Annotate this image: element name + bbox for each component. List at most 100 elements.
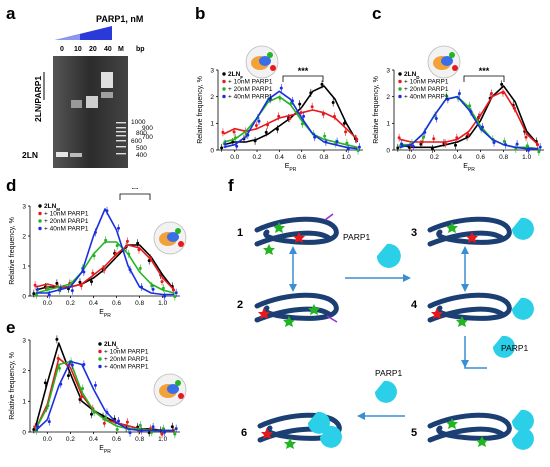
chart-e: 0 1 2 3 0.0 0.2 0.4 0.6 0.8 1.0 EPR Relative freque… [9,335,187,455]
data-point-red [513,106,517,110]
x-tick-label: 0.2 [253,154,262,161]
data-point-blue [105,209,109,213]
data-point-green [356,149,360,153]
legend-marker-red [98,349,102,354]
x-tick-label: 1.0 [158,300,167,307]
y-tick-label: 1 [210,121,214,128]
data-point-black [55,281,59,285]
data-point-red [277,114,281,118]
data-point-red [79,284,83,288]
gel-band-complex-20 [86,96,98,108]
arrow-5-6-head [357,412,365,420]
data-point-blue [335,139,339,143]
data-point-blue [47,420,51,424]
data-point-green [537,150,541,154]
nucleosome-icon [245,45,279,79]
x-tick-label: 0.6 [297,154,306,161]
data-point-blue [59,382,63,386]
y-tick-label: 0 [386,147,390,154]
x-tick-label: 0.4 [275,154,284,161]
series-line-black [399,85,539,149]
data-point-black [55,337,59,341]
data-point-green [323,134,327,138]
data-point-blue [93,230,97,234]
x-axis-label-sub: PR [289,167,296,173]
legend-label-sub: L [116,345,119,350]
legend-marker-black [398,72,402,76]
data-point-black [298,102,302,106]
legend-label-green: + 20nM PARP1 [44,218,89,225]
state-5-label: 5 [411,427,417,439]
data-point-blue [140,285,144,289]
data-point-red [420,140,424,144]
state-2 [257,295,337,327]
data-point-blue [434,117,438,121]
data-point-black [309,91,313,95]
gel-gradient-wedge [55,26,112,40]
legend-label-red: + 10nM PARP1 [104,349,149,356]
x-axis-label: EPR [99,445,111,455]
state-4 [430,295,534,327]
legend-label-sub: D [416,75,420,80]
x-axis-label: EPR [463,163,475,173]
data-point-black [253,139,257,143]
data-point-black [147,431,151,435]
data-point-black [430,147,434,151]
data-point-blue [235,144,239,148]
data-point-green [115,428,119,432]
data-point-red [344,130,348,134]
legend-marker-red [38,211,42,216]
data-point-green [34,293,38,297]
data-point-blue [163,430,167,434]
gel-gradient-light [55,34,80,40]
y-tick-label: 2 [22,233,26,240]
x-axis-label: EPR [285,163,297,173]
legend-marker-black [98,342,102,346]
donor-star [175,380,181,386]
series-line-green [35,241,175,294]
data-point-red [321,112,325,116]
data-point-black [320,82,324,86]
x-tick-label: 0.2 [66,300,75,307]
parp1-free-3 [375,380,397,403]
data-point-green [127,252,131,256]
legend-marker-red [222,79,226,84]
data-point-blue [346,147,350,151]
data-point-blue [302,114,306,118]
x-tick-label: 0.8 [135,300,144,307]
data-point-blue [128,268,132,272]
legend-marker-blue [98,364,102,369]
data-point-black [331,101,335,105]
data-point-red [524,135,528,139]
x-axis-label-sub: PR [104,449,111,455]
data-point-blue [268,97,272,101]
x-tick-label: 0.2 [430,154,439,161]
data-point-blue [105,410,109,414]
data-point-red [310,105,314,109]
data-point-black [136,241,140,245]
marker-700: 700 [142,134,153,141]
legend-marker-black [222,72,226,76]
data-point-blue [47,293,51,297]
data-point-blue [290,99,294,103]
data-point-blue [246,133,250,137]
x-axis-label: EPR [99,309,111,319]
data-point-green [104,238,108,242]
gel-marker-ladder [116,122,126,155]
data-point-blue [151,287,155,291]
data-point-red [299,111,303,115]
legend-label-blue: + 40nM PARP1 [228,94,273,101]
chart-b: 0 1 2 3 0.0 0.2 0.4 0.6 0.8 1.0 EPR Relative freque… [197,45,363,173]
data-point-blue [411,144,415,148]
data-point-black [264,130,268,134]
data-point-red [33,283,37,287]
legend-marker-green [38,219,42,223]
data-point-blue [128,431,132,435]
legend-label-red: + 10nM PARP1 [228,79,273,86]
data-point-blue [324,140,328,144]
legend-label-green: + 20nM PARP1 [104,356,149,363]
data-point-red [125,420,129,424]
data-point-green [300,122,304,126]
x-tick-label: 0.8 [319,154,328,161]
gel-panel: PARP1, nM 0 10 20 40 M bp 1000 900 800 7… [22,14,153,168]
